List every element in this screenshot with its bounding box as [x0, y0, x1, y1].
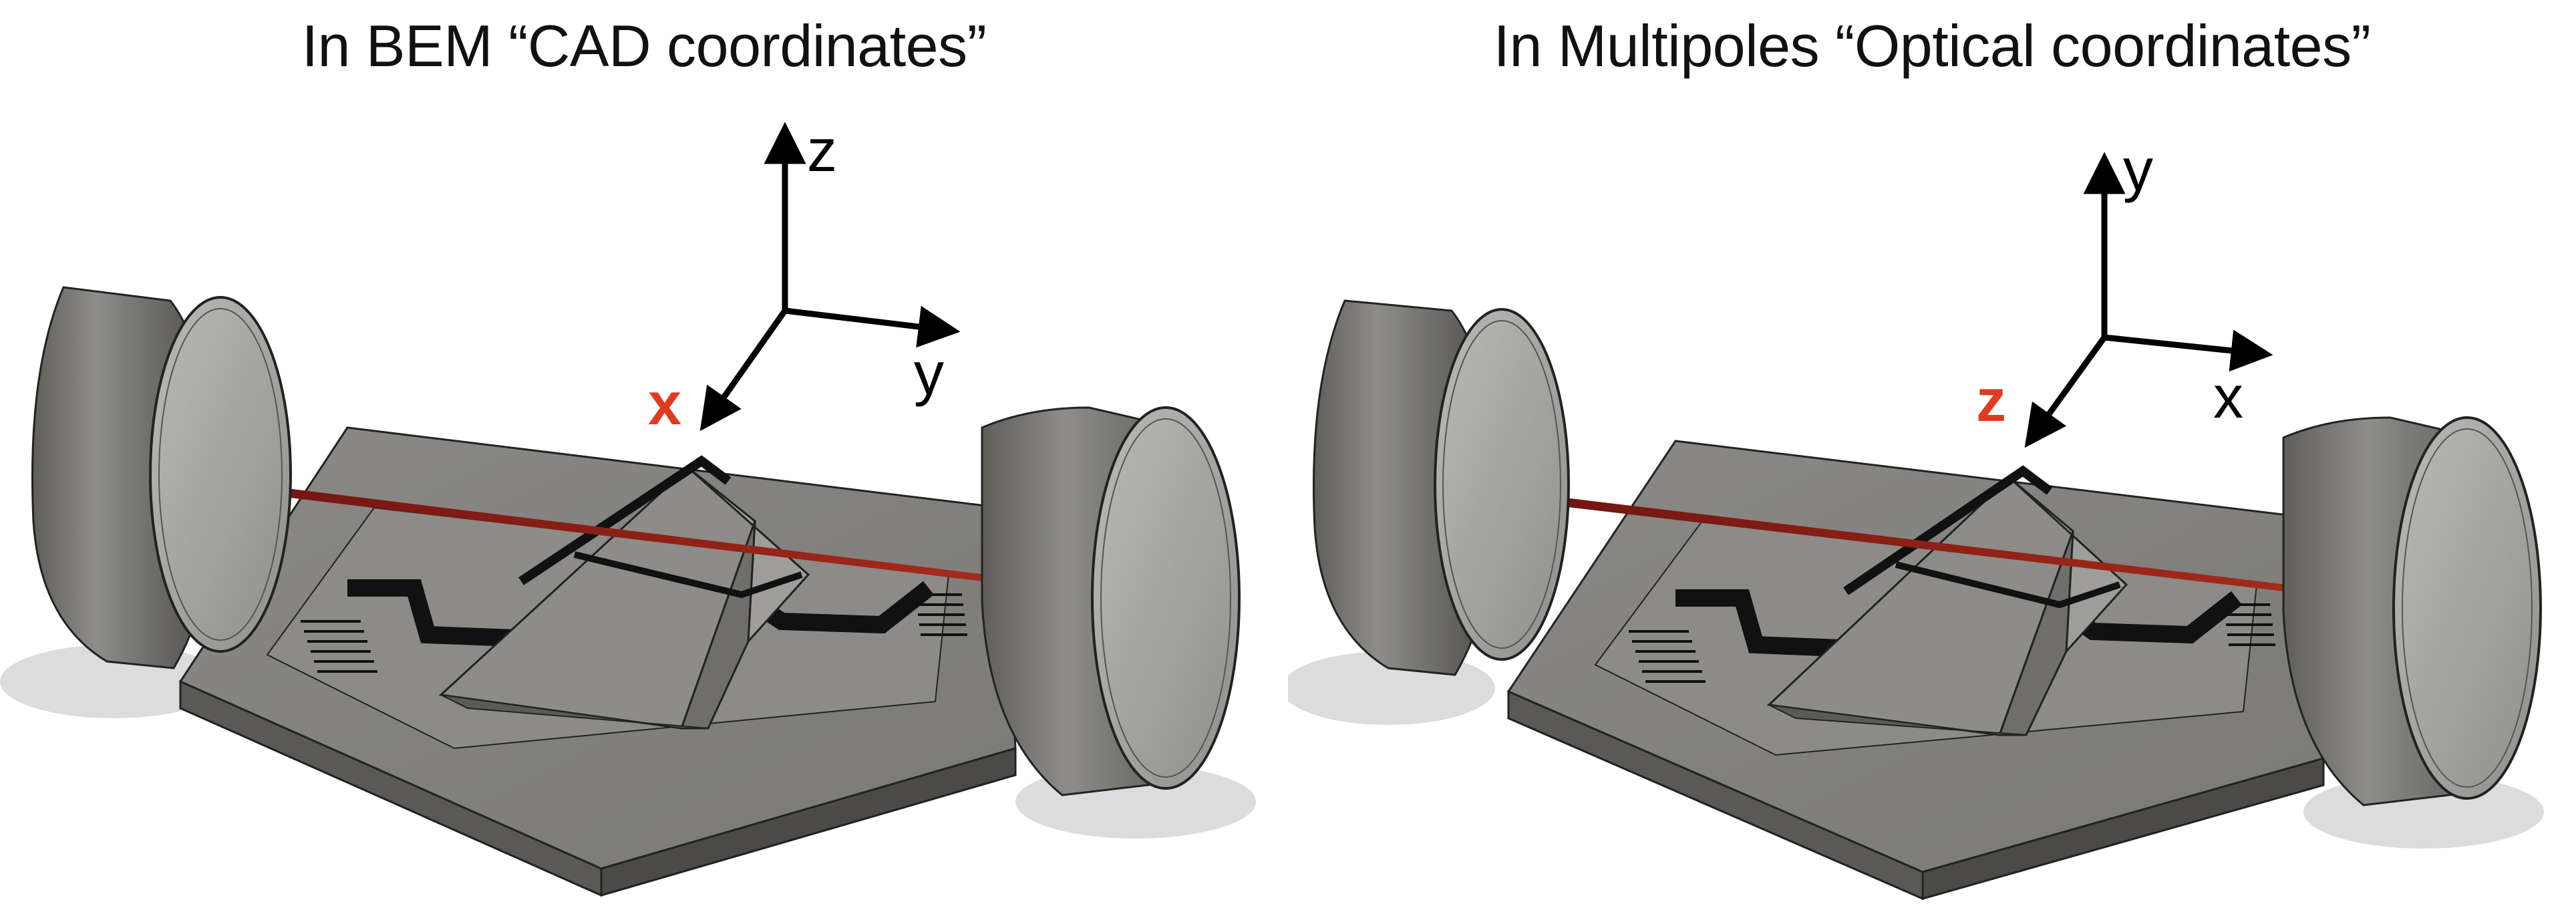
- panel-title: In BEM “CAD coordinates”: [301, 13, 987, 79]
- trap-model-illustration: y x z: [1288, 137, 2544, 901]
- lens-left: [31, 286, 292, 669]
- lens-right: [2282, 416, 2542, 806]
- central-ridge: [1766, 465, 2128, 736]
- laser-beam: [200, 478, 985, 581]
- central-ridge: [438, 455, 810, 730]
- axis-right-label: x: [2213, 364, 2243, 431]
- axis-toward-arrow: [2024, 335, 2107, 448]
- panel-optical-coordinates: In Multipoles “Optical coordinates”: [1288, 0, 2576, 914]
- panel-cad-coordinates: In BEM “CAD coordinates”: [0, 13, 1256, 897]
- trap-model-illustration: z y x: [0, 118, 1256, 897]
- lens-left: [1312, 299, 1570, 676]
- axis-triad: z y x: [648, 118, 961, 438]
- axis-right-arrow: [2104, 329, 2273, 372]
- axis-toward-label: x: [648, 371, 681, 438]
- laser-beam: [1482, 488, 2287, 591]
- axis-toward-label: z: [1976, 367, 2006, 434]
- axis-triad: y x z: [1976, 137, 2273, 448]
- panel-title: In Multipoles “Optical coordinates”: [1493, 13, 2371, 79]
- axis-up-label: y: [2123, 137, 2153, 204]
- lens-right: [981, 406, 1241, 796]
- axis-right-label: y: [914, 341, 944, 408]
- axis-toward-arrow: [699, 309, 788, 432]
- axis-right-arrow: [784, 305, 961, 348]
- axis-up-label: z: [807, 118, 837, 184]
